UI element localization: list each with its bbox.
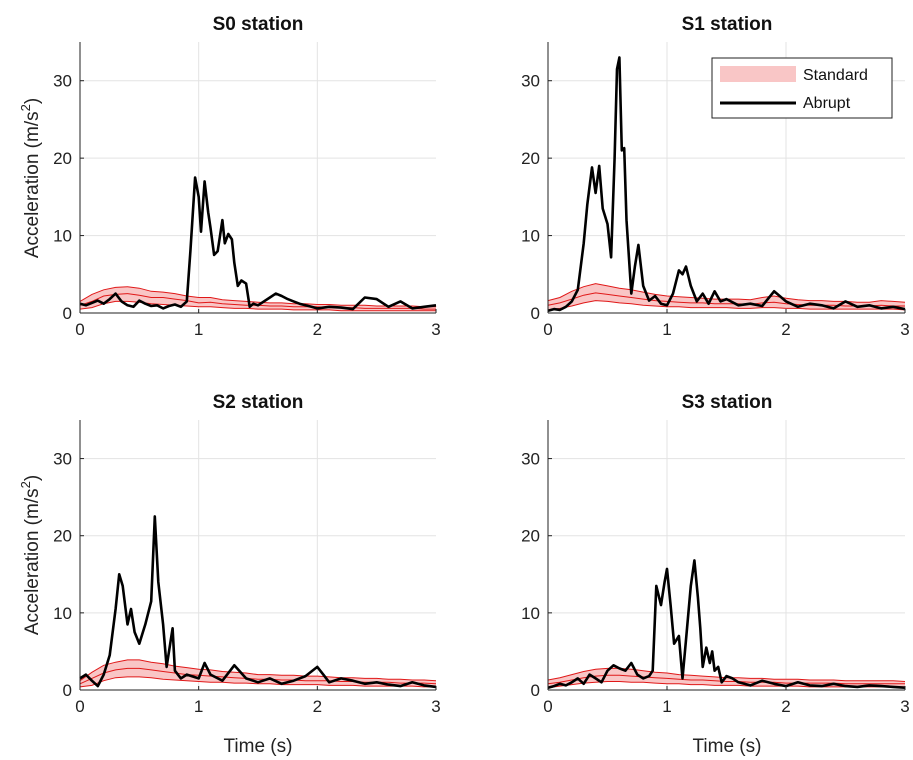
y-tick-label: 0 bbox=[531, 304, 540, 323]
x-tick-label: 1 bbox=[194, 320, 203, 339]
panel-title: S2 station bbox=[213, 392, 304, 413]
x-tick-label: 3 bbox=[431, 697, 440, 716]
y-tick-label: 20 bbox=[521, 527, 540, 546]
abrupt-line bbox=[79, 515, 437, 689]
standard-band-mid-line bbox=[547, 292, 905, 307]
y-tick-label: 30 bbox=[521, 450, 540, 469]
x-tick-label: 2 bbox=[781, 320, 790, 339]
standard-band-low-line bbox=[79, 676, 436, 688]
y-axis-label: Acceleration (m/s2) bbox=[18, 98, 43, 258]
legend-label-abrupt: Abrupt bbox=[803, 95, 851, 112]
x-tick-label: 0 bbox=[543, 320, 552, 339]
panel-s3: S3 station Time (s) bbox=[682, 392, 773, 757]
y-tick-label: 10 bbox=[521, 227, 540, 246]
x-tick-label: 3 bbox=[431, 320, 440, 339]
y-tick-label: 10 bbox=[53, 227, 72, 246]
panel-title: S1 station bbox=[682, 14, 773, 35]
y-tick-label: 20 bbox=[53, 149, 72, 168]
y-tick-label: 0 bbox=[63, 681, 72, 700]
x-tick-label: 2 bbox=[781, 697, 790, 716]
panel-s2: S2 station Acceleration (m/s2) Time (s) bbox=[18, 392, 303, 757]
y-tick-label: 30 bbox=[53, 450, 72, 469]
panel-title: S3 station bbox=[682, 392, 773, 413]
abrupt-line bbox=[547, 559, 906, 689]
y-tick-label: 10 bbox=[521, 604, 540, 623]
abrupt-line bbox=[79, 176, 437, 311]
standard-band-mid-line bbox=[547, 674, 905, 685]
y-tick-label: 20 bbox=[53, 527, 72, 546]
x-tick-label: 2 bbox=[313, 320, 322, 339]
legend-label-standard: Standard bbox=[803, 67, 868, 84]
panel-title: S0 station bbox=[213, 14, 304, 35]
x-tick-label: 1 bbox=[662, 320, 671, 339]
standard-band-high-line bbox=[79, 659, 437, 682]
x-tick-label: 1 bbox=[662, 697, 671, 716]
y-tick-label: 30 bbox=[53, 72, 72, 91]
standard-band-high-line bbox=[79, 286, 436, 308]
x-axis-label: Time (s) bbox=[693, 736, 762, 757]
y-axis-label: Acceleration (m/s2) bbox=[18, 475, 43, 635]
panel-s0: S0 station Acceleration (m/s2) bbox=[18, 14, 303, 258]
x-tick-label: 0 bbox=[75, 320, 84, 339]
standard-band-low-line bbox=[547, 300, 906, 311]
x-tick-label: 3 bbox=[900, 697, 909, 716]
x-tick-label: 2 bbox=[313, 697, 322, 716]
x-tick-label: 3 bbox=[900, 320, 909, 339]
legend-swatch-standard bbox=[720, 66, 796, 82]
y-tick-label: 20 bbox=[521, 149, 540, 168]
abrupt-line bbox=[547, 56, 906, 312]
legend: Standard Abrupt bbox=[711, 57, 893, 119]
panel-s1: S1 station bbox=[682, 14, 773, 35]
x-tick-label: 1 bbox=[194, 697, 203, 716]
y-tick-label: 30 bbox=[521, 72, 540, 91]
x-axis-label: Time (s) bbox=[224, 736, 293, 757]
x-tick-label: 0 bbox=[543, 697, 552, 716]
y-tick-label: 0 bbox=[63, 304, 72, 323]
y-tick-label: 0 bbox=[531, 681, 540, 700]
y-tick-label: 10 bbox=[53, 604, 72, 623]
x-tick-label: 0 bbox=[75, 697, 84, 716]
